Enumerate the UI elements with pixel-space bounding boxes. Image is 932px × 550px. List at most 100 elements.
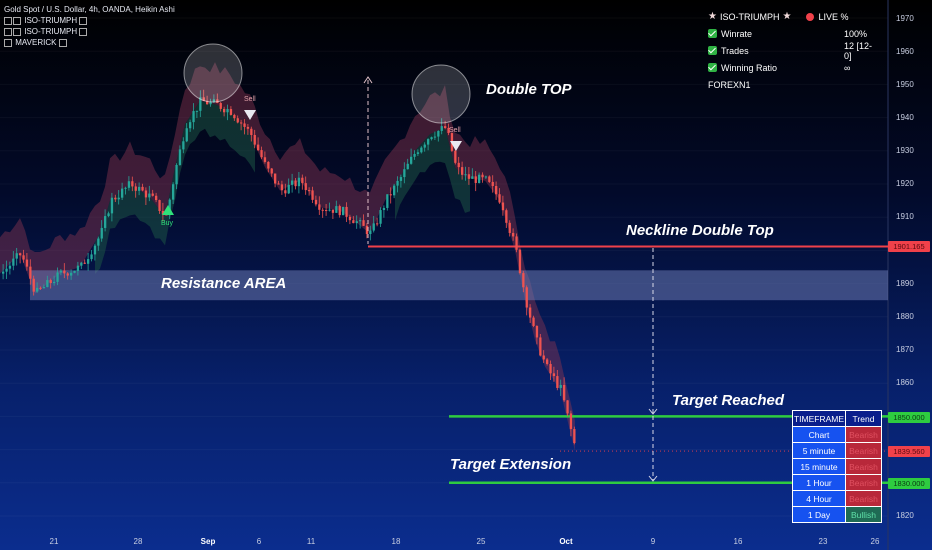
trend-cell: Bearish: [845, 490, 882, 507]
candle-body: [70, 272, 73, 276]
candle-body: [294, 180, 297, 187]
candle-body: [457, 162, 460, 168]
peak-circle-right: [411, 64, 471, 124]
x-tick: Sep: [200, 537, 216, 546]
candle-body: [274, 173, 277, 184]
checkbox-icon[interactable]: [4, 27, 12, 36]
eye-icon[interactable]: [13, 27, 21, 36]
candle-body: [199, 97, 202, 111]
trend-cell: Bearish: [845, 442, 882, 459]
candle-layer: [2, 89, 576, 445]
candle-body: [566, 400, 569, 414]
candle-body: [525, 287, 528, 308]
candle-body: [335, 206, 338, 213]
candle-body: [314, 199, 318, 205]
eye-icon[interactable]: [13, 16, 21, 25]
candle-body: [260, 150, 263, 158]
candle-body: [148, 193, 151, 198]
candle-body: [56, 272, 59, 282]
candle-body: [93, 245, 97, 255]
x-tick: 6: [256, 537, 262, 546]
candle-body: [250, 128, 253, 135]
stats-footer: FOREXN1: [708, 79, 751, 90]
x-tick: 16: [733, 537, 743, 546]
candle-body: [505, 210, 508, 223]
candle-body: [240, 122, 243, 124]
stat-label: Trades: [721, 45, 749, 56]
candle-body: [467, 174, 471, 179]
x-tick: 9: [650, 537, 656, 546]
candle-body: [508, 222, 511, 233]
annotation-target-extension: Target Extension: [450, 456, 572, 473]
timeframe-cell: 4 Hour: [792, 490, 846, 507]
x-tick: Oct: [559, 537, 573, 546]
candle-body: [382, 207, 386, 211]
candle-body: [246, 126, 250, 129]
candle-body: [87, 259, 90, 264]
overlay-layer: [162, 43, 658, 482]
settings-icon[interactable]: [58, 38, 67, 47]
y-tick: 1820: [896, 511, 914, 520]
candle-body: [5, 268, 8, 272]
trend-cell: Bearish: [845, 458, 882, 475]
stat-value: 12 [12-0]: [844, 40, 873, 61]
candle-body: [117, 197, 120, 200]
stats-panel: ★ ISO-TRIUMPH ★ LIVE % Winrate 100% Trad…: [708, 8, 878, 93]
candle-body: [97, 238, 100, 246]
candle-body: [454, 150, 457, 163]
candle-body: [83, 262, 86, 264]
cloud-layer: [0, 62, 575, 452]
checkbox-icon[interactable]: [4, 16, 12, 25]
y-tick: 1860: [896, 378, 914, 387]
candle-body: [189, 122, 192, 129]
y-tick: 1890: [896, 279, 914, 288]
candle-body: [226, 109, 229, 113]
candle-body: [144, 190, 148, 198]
table-row: 1 Day Bullish: [792, 506, 882, 523]
candle-body: [15, 253, 18, 259]
candle-body: [161, 210, 165, 215]
candle-body: [138, 186, 141, 191]
candle-body: [433, 136, 437, 138]
candle-body: [546, 359, 549, 364]
stats-row-winrate: Winrate 100%: [708, 25, 878, 42]
candle-body: [501, 202, 505, 211]
candle-body: [396, 180, 399, 186]
candle-body: [515, 236, 518, 250]
annotation-double-top: Double TOP: [486, 81, 572, 98]
sell-signal-label: Sell: [449, 127, 461, 134]
trend-cell: Bearish: [845, 426, 882, 443]
settings-icon[interactable]: [79, 27, 88, 36]
settings-icon[interactable]: [79, 16, 88, 25]
candle-body: [2, 271, 5, 274]
y-tick: 1960: [896, 47, 914, 56]
stats-title-row: ★ ISO-TRIUMPH ★ LIVE %: [708, 8, 878, 25]
check-icon: [708, 46, 717, 55]
candle-body: [325, 210, 328, 212]
candle-body: [76, 265, 80, 271]
peak-circle-left: [183, 43, 243, 103]
y-tick: 1930: [896, 146, 914, 155]
sell-arrow-icon: [450, 141, 462, 151]
indicator-row-3[interactable]: MAVERICK: [4, 37, 68, 48]
stats-title: ISO-TRIUMPH: [719, 11, 780, 22]
candle-body: [192, 111, 195, 123]
bullish-cloud: [95, 101, 255, 274]
candle-body: [427, 139, 430, 145]
candle-body: [556, 376, 559, 388]
y-tick: 1880: [896, 312, 914, 321]
candle-body: [522, 273, 525, 288]
candle-body: [416, 152, 420, 154]
table-row: 5 minute Bearish: [792, 442, 882, 459]
candle-body: [399, 177, 403, 181]
candle-body: [539, 337, 542, 356]
indicator-row-2[interactable]: ISO-TRIUMPH: [4, 26, 88, 37]
candle-body: [328, 209, 331, 211]
eye-icon[interactable]: [4, 38, 12, 47]
candle-body: [318, 204, 321, 210]
symbol-title[interactable]: Gold Spot / U.S. Dollar, 4h, OANDA, Heik…: [4, 5, 175, 14]
indicator-row-1[interactable]: ISO-TRIUMPH: [4, 15, 88, 26]
candle-body: [263, 157, 267, 162]
candle-body: [80, 262, 83, 266]
